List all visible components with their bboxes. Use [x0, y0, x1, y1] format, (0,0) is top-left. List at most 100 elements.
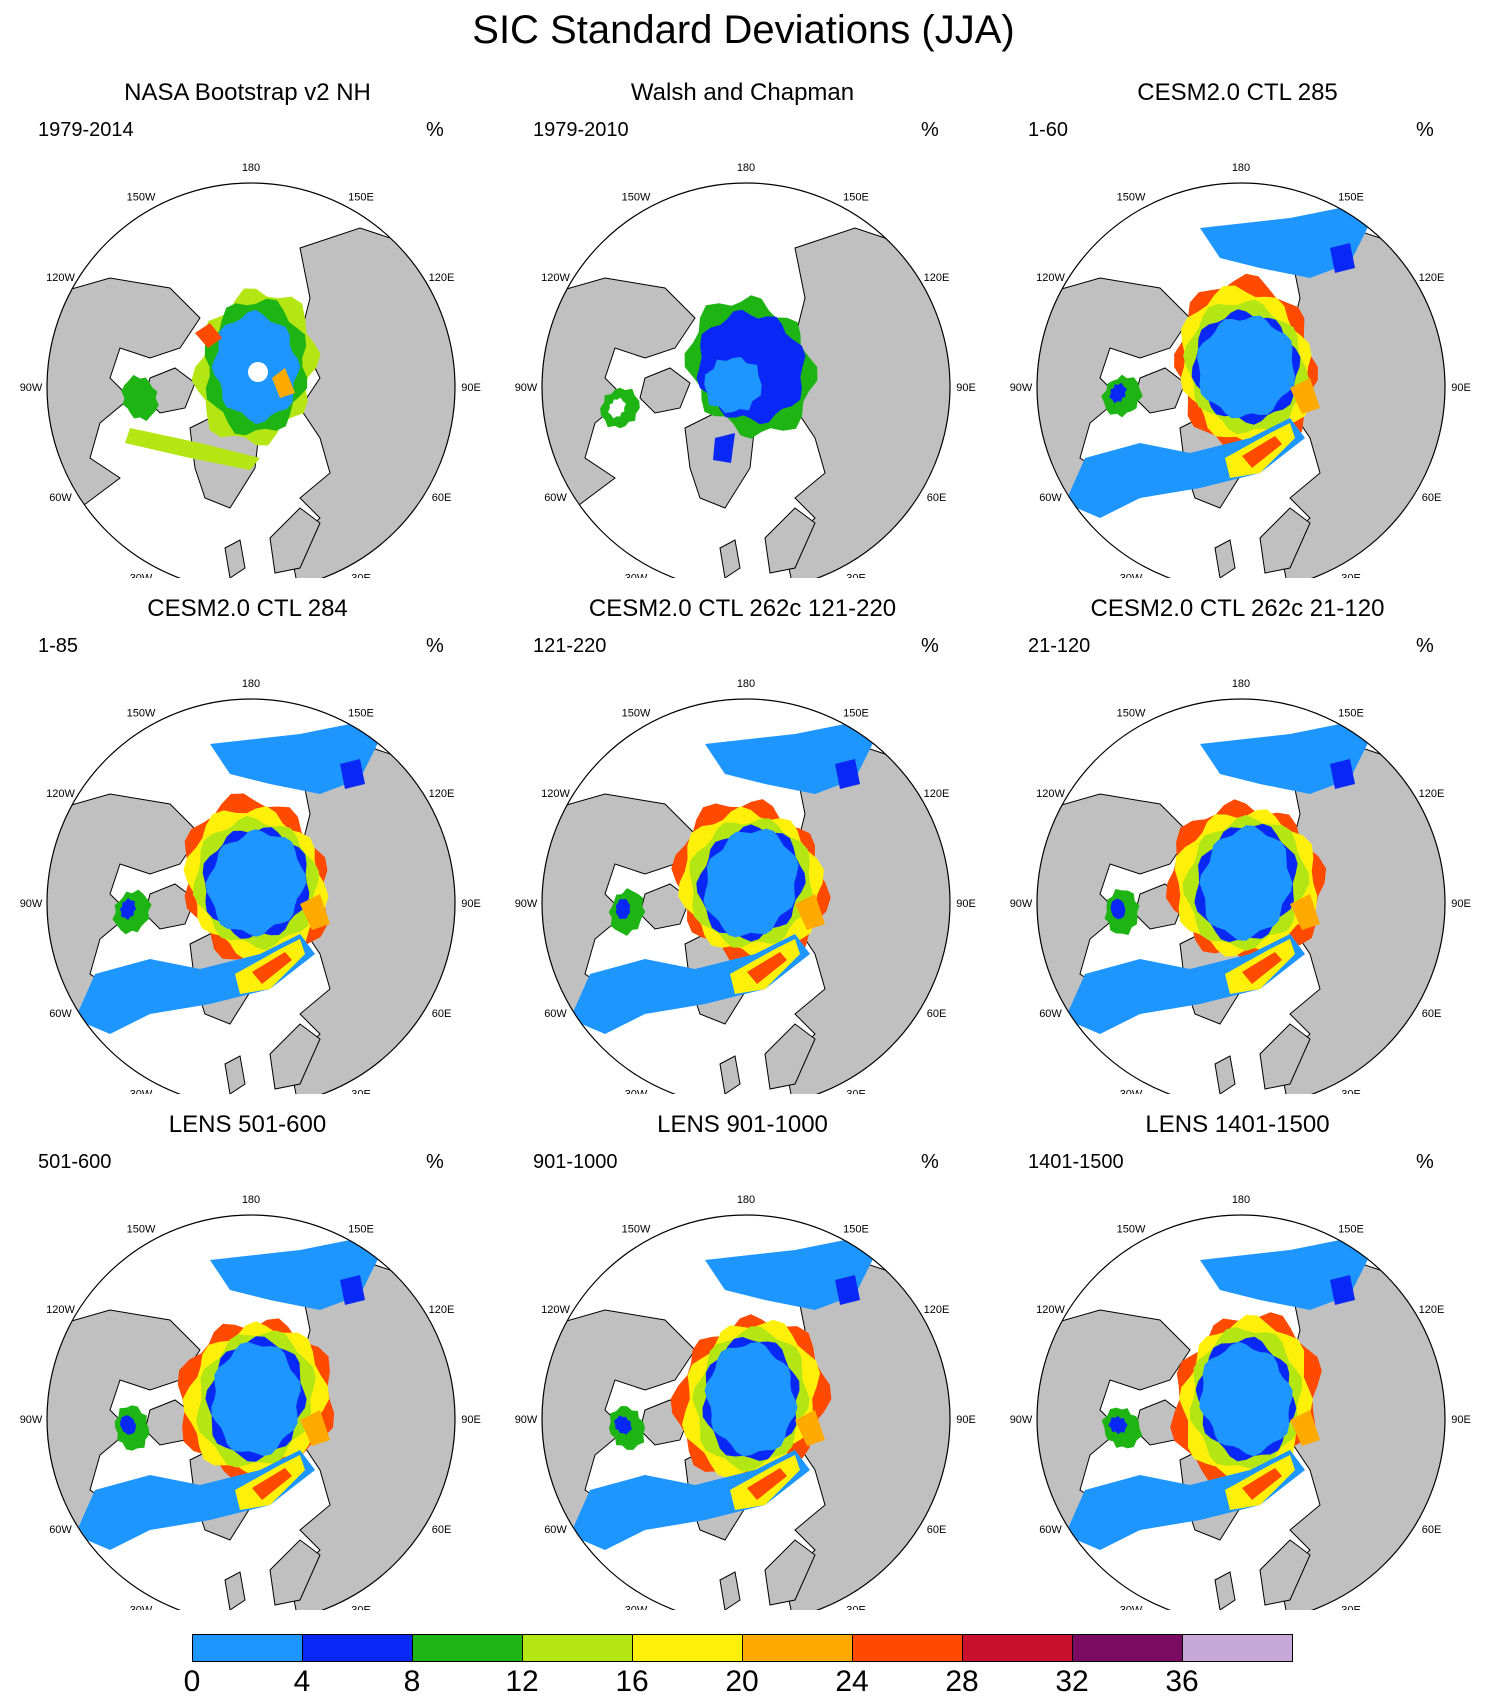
- longitude-label: 60E: [432, 492, 452, 504]
- longitude-label: 90W: [1010, 1414, 1033, 1426]
- land-mass: [269, 507, 321, 574]
- longitude-label: 30E: [846, 1089, 866, 1095]
- panel-units: %: [426, 119, 444, 141]
- colorbar-swatch: [522, 1634, 633, 1662]
- sea-ice-field: [1065, 208, 1370, 518]
- panel-title: NASA Bootstrap v2 NH: [124, 79, 371, 106]
- sea-ice-field: [570, 1240, 875, 1550]
- polar-map: 180150E120E90E60E30E030W60W90W120W150W: [1010, 678, 1471, 1095]
- longitude-label: 90E: [956, 898, 976, 910]
- panel-period: 501-600: [38, 1151, 112, 1173]
- longitude-label: 90E: [1451, 382, 1471, 394]
- land-mass: [764, 507, 816, 574]
- panel-period: 1401-1500: [1028, 1151, 1124, 1173]
- longitude-label: 60E: [1422, 492, 1442, 504]
- longitude-label: 30W: [130, 1605, 153, 1611]
- longitude-label: 30E: [846, 573, 866, 579]
- panel-period: 901-1000: [533, 1151, 618, 1173]
- panel-units: %: [921, 119, 939, 141]
- longitude-label: 90E: [956, 1414, 976, 1426]
- longitude-label: 30W: [1120, 1089, 1143, 1095]
- land-mass: [764, 1539, 816, 1606]
- land-mass: [1214, 539, 1236, 578]
- map-panel: CESM2.0 CTL 285 1-60% 180 150E 120E 90E 60E 30E…: [990, 78, 1485, 578]
- longitude-label: 60E: [1422, 1524, 1442, 1536]
- panel-period: 121-220: [533, 635, 607, 657]
- longitude-label: 150W: [622, 192, 651, 204]
- longitude-label: 90W: [515, 898, 538, 910]
- longitude-label: 30W: [625, 573, 648, 579]
- colorbar-swatch: [742, 1634, 853, 1662]
- longitude-label: 180: [242, 1194, 260, 1206]
- panel-title: CESM2.0 CTL 284: [147, 595, 348, 622]
- land-mass: [719, 1571, 741, 1610]
- longitude-label: 120W: [1036, 272, 1065, 284]
- longitude-label: 120E: [429, 1304, 455, 1316]
- longitude-label: 90W: [20, 898, 43, 910]
- longitude-label: 60W: [49, 492, 72, 504]
- longitude-label: 150W: [622, 1224, 651, 1236]
- map-boundary: [46, 698, 456, 1094]
- longitude-label: 90W: [20, 1414, 43, 1426]
- longitude-label: 120E: [1419, 272, 1445, 284]
- land-mass: [1259, 507, 1311, 574]
- map-panel: CESM2.0 CTL 262c 121-220 121-220% 180 150E 1…: [495, 594, 990, 1094]
- longitude-label: 60W: [1039, 492, 1062, 504]
- longitude-label: 90E: [461, 1414, 481, 1426]
- longitude-label: 30E: [351, 1089, 371, 1095]
- polar-map: 180150E120E90E60E30E030W60W90W120W150W: [1010, 1194, 1471, 1611]
- longitude-label: 90W: [515, 382, 538, 394]
- colorbar: [192, 1634, 1293, 1664]
- longitude-label: 30W: [1120, 1605, 1143, 1611]
- colorbar-tick-label: 16: [615, 1665, 649, 1698]
- land-mass: [719, 1055, 741, 1094]
- land-mass: [1259, 1539, 1311, 1606]
- polar-map: 180150E120E90E60E30E030W60W90W120W150W: [515, 678, 976, 1095]
- colorbar-tick-label: 4: [293, 1665, 311, 1698]
- panel-title: LENS 501-600: [168, 1111, 327, 1138]
- map-panel: CESM2.0 CTL 284 1-85% 180 150E 120E 90E 60E 30E…: [0, 594, 495, 1094]
- sea-ice-field: [121, 288, 321, 470]
- longitude-label: 120E: [429, 272, 455, 284]
- panel-units: %: [1416, 1151, 1434, 1173]
- longitude-label: 90W: [515, 1414, 538, 1426]
- map-panel: Walsh and Chapman 1979-2010% 180 150E 120E 90…: [495, 78, 990, 578]
- longitude-label: 120W: [1036, 1304, 1065, 1316]
- map-boundary: [46, 1214, 456, 1610]
- colorbar-swatch: [302, 1634, 413, 1662]
- colorbar-swatch: [632, 1634, 743, 1662]
- longitude-label: 60W: [544, 492, 567, 504]
- longitude-label: 120E: [1419, 788, 1445, 800]
- land-mass: [764, 1023, 816, 1090]
- panel-units: %: [921, 635, 939, 657]
- longitude-label: 150E: [1338, 192, 1364, 204]
- polar-map: 180150E120E90E60E30E030W60W90W120W150W: [20, 1194, 481, 1611]
- longitude-label: 120W: [46, 272, 75, 284]
- polar-map: 180150E120E90E60E30E030W60W90W120W150W: [515, 162, 976, 579]
- panel-title: CESM2.0 CTL 285: [1137, 79, 1338, 106]
- longitude-label: 30E: [846, 1605, 866, 1611]
- longitude-label: 60W: [544, 1524, 567, 1536]
- longitude-label: 120E: [924, 1304, 950, 1316]
- figure-title: SIC Standard Deviations (JJA): [472, 8, 1015, 52]
- land-mass: [1214, 1055, 1236, 1094]
- longitude-label: 180: [242, 162, 260, 174]
- longitude-label: 90W: [20, 382, 43, 394]
- map-panel: LENS 901-1000 901-1000% 180 150E 120E 90E 60E 3…: [495, 1110, 990, 1610]
- panel-period: 1979-2010: [533, 119, 629, 141]
- longitude-label: 150E: [348, 192, 374, 204]
- longitude-label: 150E: [1338, 1224, 1364, 1236]
- longitude-label: 120W: [541, 788, 570, 800]
- map-panel: NASA Bootstrap v2 NH 1979-2014% 180 150E 120…: [0, 78, 495, 578]
- longitude-label: 150E: [348, 708, 374, 720]
- longitude-label: 150E: [843, 1224, 869, 1236]
- longitude-label: 150W: [127, 1224, 156, 1236]
- longitude-label: 60W: [544, 1008, 567, 1020]
- longitude-label: 180: [1232, 162, 1250, 174]
- longitude-label: 60E: [1422, 1008, 1442, 1020]
- longitude-label: 60E: [432, 1524, 452, 1536]
- panel-title: Walsh and Chapman: [630, 79, 855, 106]
- sea-ice-field: [75, 1240, 380, 1550]
- longitude-label: 180: [737, 678, 755, 690]
- map-boundary: [1036, 182, 1446, 578]
